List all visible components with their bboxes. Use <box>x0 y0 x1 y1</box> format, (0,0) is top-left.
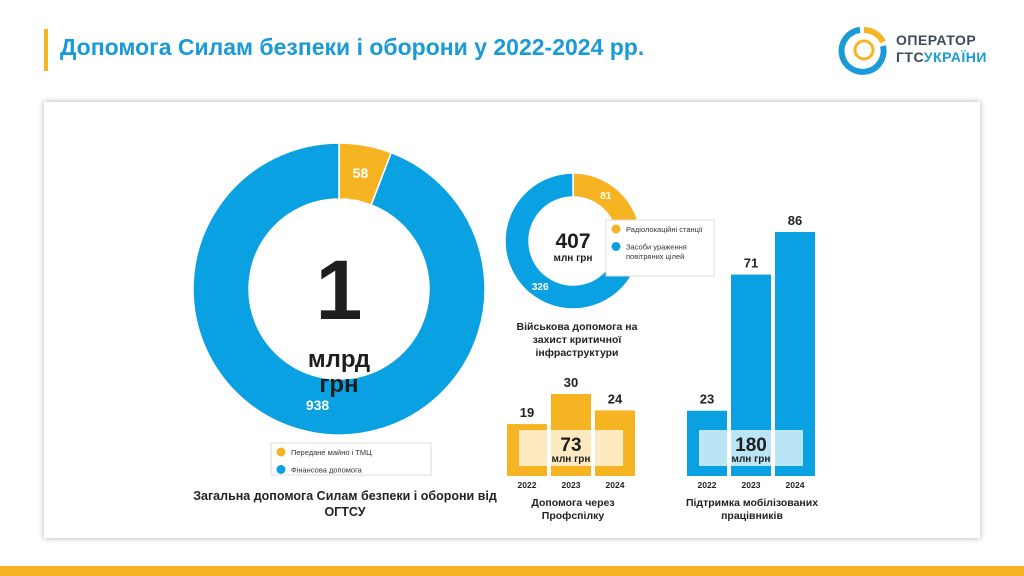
chart-caption: Профспілку <box>542 510 605 522</box>
legend-label: Радіолокаційні станції <box>626 225 704 234</box>
logo-line-2: ГТСУКРАЇНИ <box>896 49 987 65</box>
slice-value-label: 58 <box>353 165 369 181</box>
bar-value-label: 19 <box>520 405 534 420</box>
slice-value-label: 81 <box>600 191 612 202</box>
chart-caption: працівників <box>721 510 783 522</box>
slice-value-label: 938 <box>306 397 330 413</box>
infographic-card: 58 938 1 млрд грн Передане майно і ТМЦ Фінансо… <box>44 102 980 538</box>
company-logo: ОПЕРАТОР ГТСУКРАЇНИ <box>836 24 996 76</box>
x-tick-label: 2022 <box>698 480 717 490</box>
donut-center-unit: млн грн <box>554 253 593 264</box>
legend-label: Засоби ураження <box>626 243 687 252</box>
legend-label: Фінансова допомога <box>291 466 363 475</box>
chart-caption: захист критичної <box>533 334 623 346</box>
bar-value-label: 71 <box>744 256 758 271</box>
legend-box <box>270 442 432 476</box>
legend-label: повітряних цілей <box>626 252 684 261</box>
donut-slice <box>192 142 486 436</box>
chart-caption: інфраструктури <box>535 347 618 359</box>
chart-caption: ОГТСУ <box>324 505 365 519</box>
legend-marker <box>276 447 286 457</box>
slice-value-label: 326 <box>532 282 549 293</box>
donut-center-unit: млрд <box>308 346 370 373</box>
total-overlay-box <box>519 430 623 466</box>
legend-box <box>605 219 715 277</box>
legend-marker <box>611 242 621 251</box>
legend-marker <box>276 465 286 474</box>
logo-ring-icon <box>838 26 887 75</box>
bar-value-label: 24 <box>608 391 623 406</box>
x-tick-label: 2023 <box>742 480 761 490</box>
total-value: 180 <box>735 435 767 456</box>
legend-label: Передане майно і ТМЦ <box>291 448 372 457</box>
donut-center-value: 407 <box>555 230 590 253</box>
bar-value-label: 23 <box>700 392 714 407</box>
bar-value-label: 86 <box>788 213 802 228</box>
donut-center-value: 1 <box>316 243 363 337</box>
x-tick-label: 2024 <box>786 480 805 490</box>
page-title: Допомога Силам безпеки і оборони у 2022-… <box>60 34 645 60</box>
bar-value-label: 30 <box>564 375 578 390</box>
total-value: 73 <box>560 435 581 456</box>
total-unit: млн грн <box>552 454 591 465</box>
total-unit: млн грн <box>732 454 771 465</box>
x-tick-label: 2023 <box>562 480 581 490</box>
logo-line-2-accent: УКРАЇНИ <box>923 49 987 65</box>
logo-line-2-prefix: ГТС <box>896 49 924 65</box>
chart-caption: Допомога через <box>531 497 614 509</box>
chart-caption: Загальна допомога Силам безпеки і оборон… <box>193 489 497 503</box>
donut-center-unit: грн <box>319 371 358 398</box>
x-tick-label: 2024 <box>606 480 625 490</box>
chart-caption: Військова допомога на <box>517 321 638 333</box>
bottom-accent-bar <box>0 566 1024 576</box>
x-tick-label: 2022 <box>518 480 537 490</box>
total-overlay-box <box>699 430 803 466</box>
legend-marker <box>611 224 621 234</box>
title-accent-bar <box>44 29 48 71</box>
logo-line-1: ОПЕРАТОР <box>896 32 977 48</box>
chart-caption: Підтримка мобілізованих <box>686 497 818 509</box>
